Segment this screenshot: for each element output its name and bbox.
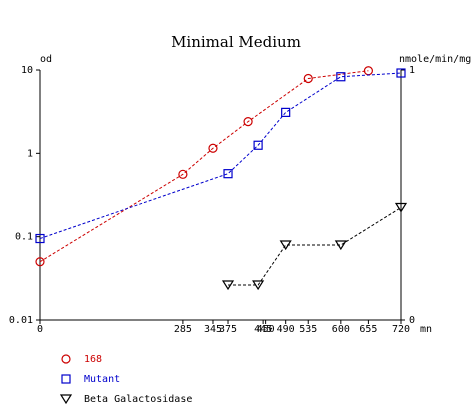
legend-marker (61, 354, 71, 364)
data-point (336, 72, 346, 82)
data-point (178, 169, 188, 179)
legend: 168 Mutant Beta Galactosidase (59, 354, 192, 405)
data-point (35, 233, 45, 244)
legend-label: 168 (84, 354, 102, 365)
x-tick-label: 450 (257, 324, 275, 335)
data-point (243, 117, 253, 127)
x-tick-label: 0 (37, 324, 43, 335)
y-left-tick-label: 0.01 (9, 315, 33, 326)
series-line (228, 207, 402, 286)
x-tick-label: 655 (359, 324, 377, 335)
y-left-tick-label: 10 (21, 65, 33, 76)
data-point (252, 280, 265, 291)
y-right-tick-label: 1 (409, 65, 415, 76)
legend-item: 168 (61, 354, 102, 365)
y-left-tick-label: 0.1 (15, 232, 33, 243)
legend-item: Mutant (61, 374, 120, 385)
series-1 (35, 66, 374, 267)
data-point (208, 143, 218, 153)
x-tick-label: 720 (392, 324, 410, 335)
data-point (334, 240, 347, 251)
x-tick-label: 285 (174, 324, 192, 335)
series-line (39, 70, 369, 263)
data-point (223, 169, 233, 179)
x-axis-unit-label: mn (420, 324, 432, 335)
x-tick-label: 345 (204, 324, 222, 335)
y-axis-right-label: nmole/min/mg (399, 54, 471, 65)
x-tick-label: 490 (277, 324, 295, 335)
chart-title: Minimal Medium (171, 33, 301, 51)
x-tick-label: 535 (299, 324, 317, 335)
data-point (396, 68, 406, 78)
legend-item: Beta Galactosidase (59, 394, 192, 405)
series-2 (35, 68, 406, 244)
data-point (221, 280, 235, 291)
series-layer (35, 66, 408, 291)
x-tick-label: 600 (332, 324, 350, 335)
data-point (303, 73, 313, 84)
y-right-tick-label: 0 (409, 315, 415, 326)
series-line (39, 72, 402, 239)
legend-label: Mutant (84, 374, 120, 385)
data-point (35, 257, 45, 267)
y-left-tick-label: 1 (27, 148, 33, 159)
legend-marker (61, 374, 71, 384)
legend-label: Beta Galactosidase (84, 394, 192, 405)
x-tick-label: 445 (254, 324, 272, 335)
series-3 (221, 202, 408, 291)
data-point (279, 240, 292, 251)
x-tick-label: 375 (219, 324, 237, 335)
data-point (281, 107, 291, 117)
data-point (394, 202, 408, 213)
legend-marker (59, 394, 73, 405)
y-axis-left-label: od (40, 54, 52, 65)
data-point (253, 140, 263, 150)
